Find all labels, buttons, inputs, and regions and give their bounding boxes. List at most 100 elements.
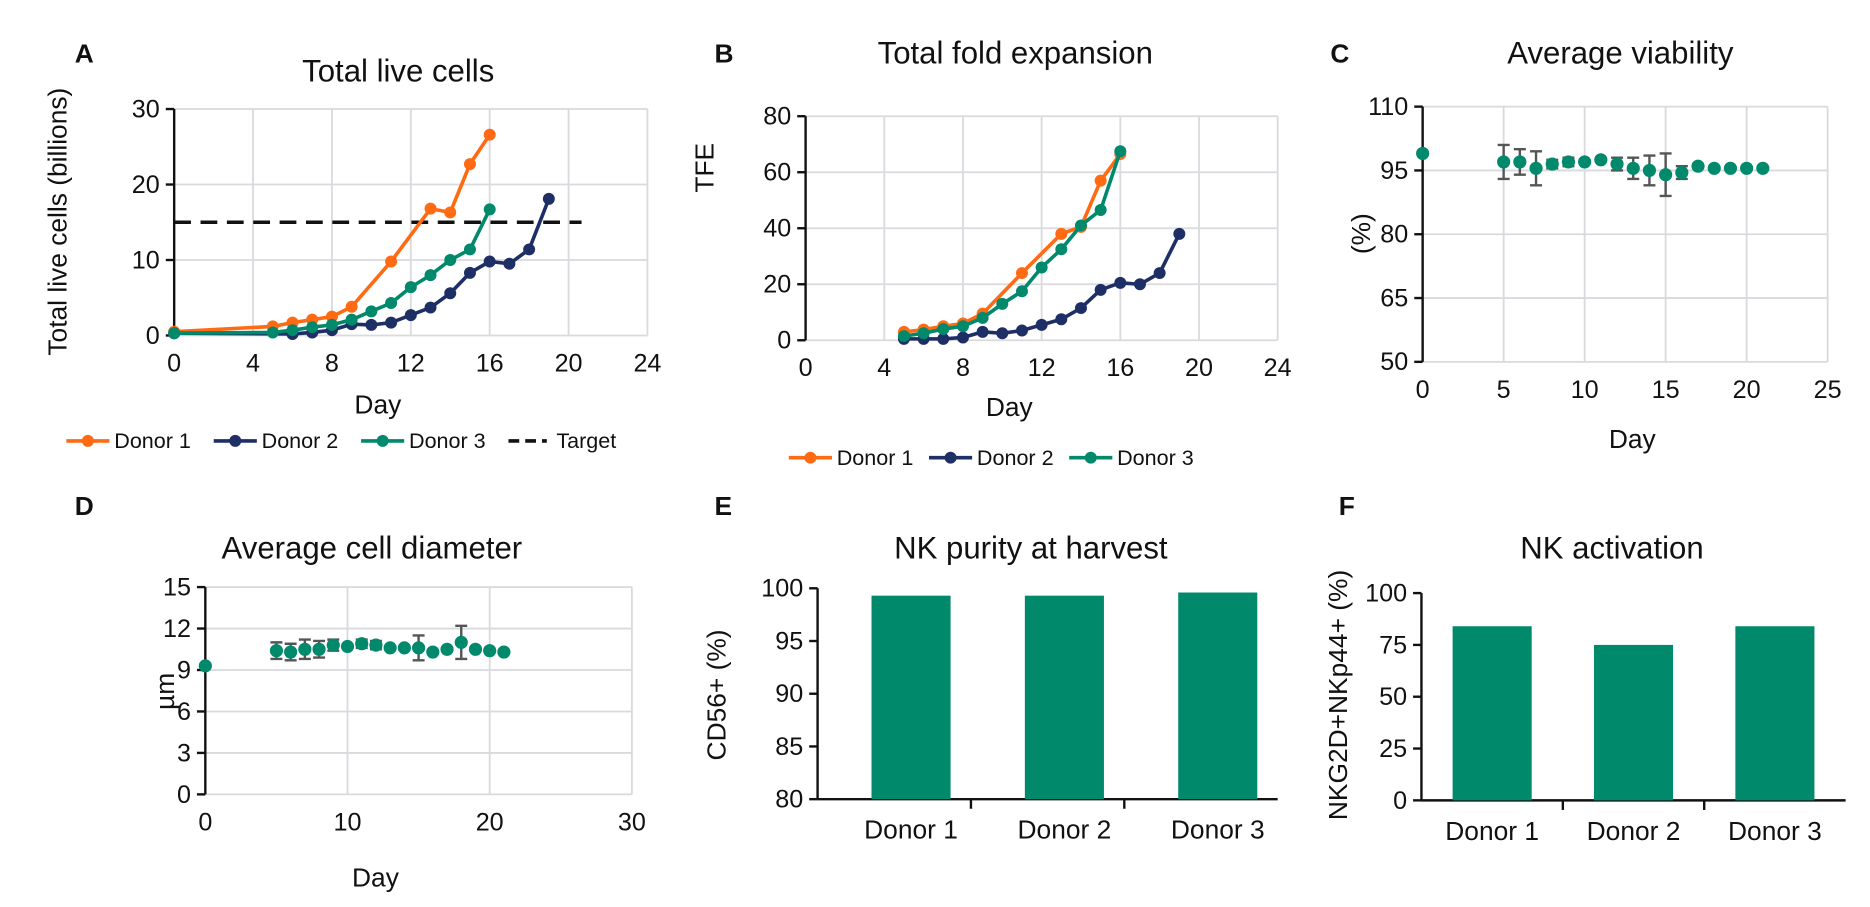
y-axis-label: TFE	[689, 143, 719, 193]
data-point	[426, 645, 440, 659]
data-point	[444, 254, 457, 266]
legend-label: Donor 2	[262, 428, 339, 453]
data-point	[1153, 267, 1166, 280]
data-point	[1133, 278, 1146, 291]
data-point	[1416, 146, 1430, 161]
y-tick-label: 100	[761, 575, 803, 603]
data-point	[463, 243, 476, 256]
y-tick-label: 0	[146, 322, 160, 350]
data-point	[1675, 165, 1689, 180]
y-tick-label: 100	[1365, 579, 1407, 607]
legend-item: Donor 1	[66, 428, 191, 453]
legend-marker	[376, 434, 389, 447]
data-point	[1740, 161, 1754, 175]
y-tick-label: 65	[1380, 284, 1408, 312]
x-tick-label: Donor 3	[1728, 816, 1822, 846]
data-point	[1074, 219, 1087, 232]
data-point	[1610, 157, 1624, 171]
legend-item: Donor 3	[361, 428, 486, 453]
legend-marker	[81, 434, 94, 447]
panel-b: B Total fold expansion TFE 0 20 40 60 80 0 4 8 12 16…	[689, 36, 1291, 470]
series-line-donor-3	[903, 150, 1123, 338]
y-tick-label: 3	[177, 739, 191, 767]
data-point	[385, 297, 398, 310]
data-point	[1594, 153, 1608, 167]
data-point	[1691, 159, 1705, 173]
y-tick-label: 95	[1380, 157, 1408, 185]
x-tick-label: 0	[167, 349, 181, 377]
chart-title: Total live cells	[302, 53, 494, 88]
data-point	[397, 641, 411, 655]
y-tick-label: 75	[1379, 631, 1407, 659]
y-axis-label: NKG2D+NKp44+ (%)	[1323, 570, 1353, 820]
panel-e: E NK purity at harvest CD56+ (%) 80 85 90 95 10…	[701, 491, 1278, 845]
data-point	[424, 202, 437, 215]
data-point	[1497, 155, 1511, 169]
data-point	[523, 243, 536, 256]
data-point	[1094, 283, 1107, 296]
data-point	[937, 323, 950, 336]
data-point	[412, 641, 426, 655]
data-point	[345, 313, 358, 326]
x-tick-label: 16	[476, 349, 504, 377]
data-point	[1626, 161, 1640, 175]
y-tick-label: 0	[1393, 787, 1407, 815]
legend-item: Donor 2	[213, 428, 339, 453]
data-point	[1659, 168, 1673, 182]
data-point	[976, 325, 989, 338]
data-point	[444, 206, 457, 219]
data-point	[340, 639, 355, 654]
legend-marker	[944, 451, 957, 464]
legend-label: Donor 2	[977, 445, 1054, 470]
x-tick-label: 12	[1028, 354, 1056, 382]
x-tick-label: 10	[334, 808, 362, 836]
y-tick-label: 30	[132, 95, 160, 123]
data-point	[1074, 302, 1087, 315]
x-tick-label: Donor 1	[1445, 816, 1539, 846]
data-point	[1642, 163, 1657, 178]
data-point	[1561, 155, 1576, 169]
legend-label: Donor 1	[837, 445, 914, 470]
data-point	[325, 310, 338, 323]
y-tick-label: 0	[777, 327, 791, 355]
panel-c: C Average viability (%) 50 65 80 95 110 0 5 10 15 20…	[1330, 36, 1841, 455]
data-point	[1756, 161, 1770, 175]
series-line-donor-1	[903, 152, 1122, 334]
y-tick-label: 0	[177, 781, 191, 809]
data-point	[497, 645, 511, 659]
data-point	[463, 158, 476, 171]
panel-letter: F	[1339, 491, 1355, 521]
x-tick-label: Donor 1	[864, 815, 958, 845]
data-point	[483, 644, 497, 658]
data-point	[1055, 313, 1068, 326]
data-point	[298, 642, 312, 656]
bar	[1024, 595, 1104, 800]
y-axis-label: CD56+ (%)	[701, 629, 731, 760]
panel-letter: C	[1330, 38, 1349, 68]
x-axis-label: Day	[1609, 424, 1657, 454]
data-point	[1529, 161, 1543, 175]
y-tick-label: 25	[1379, 735, 1407, 763]
x-tick-label: 12	[397, 349, 425, 377]
data-point	[463, 266, 476, 279]
data-point	[369, 638, 383, 652]
x-tick-label: Donor 2	[1587, 816, 1681, 846]
x-tick-label: 16	[1106, 354, 1134, 382]
y-tick-label: 50	[1380, 348, 1408, 376]
data-point	[996, 297, 1009, 310]
x-tick-label: 30	[618, 808, 646, 836]
chart-title: NK activation	[1520, 530, 1703, 565]
data-point	[1094, 204, 1107, 217]
legend-label: Target	[556, 428, 616, 453]
bar	[1178, 592, 1258, 800]
data-point	[956, 331, 969, 344]
data-point	[996, 327, 1009, 340]
y-tick-label: 85	[775, 733, 803, 761]
y-axis-label: µm	[150, 673, 180, 710]
data-point	[1114, 145, 1127, 158]
y-axis-label: (%)	[1346, 213, 1376, 254]
panel-letter: A	[75, 38, 94, 68]
bar	[1735, 626, 1815, 801]
data-point	[1707, 161, 1721, 175]
x-tick-label: 5	[1497, 376, 1511, 404]
